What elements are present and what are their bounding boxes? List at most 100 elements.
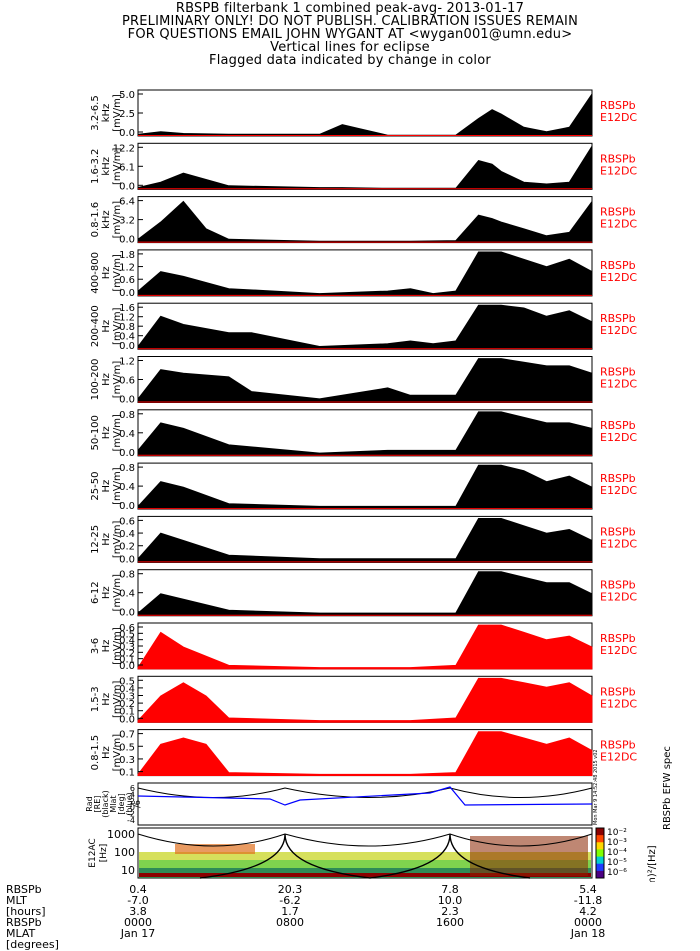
y-tick-label: 0.6 <box>119 376 135 387</box>
legend-label: E12DC <box>600 271 637 284</box>
filterbank-plot-stack: 5.02.50.03.2-6.5 kHz [mV/m] RBSPbE12DC12.26… <box>85 89 673 882</box>
footer-value <box>250 928 330 939</box>
y-axis-label: Hz <box>101 533 112 546</box>
series-fill <box>137 144 593 190</box>
colorbar-segment <box>596 828 604 836</box>
y-axis-label: 400-800 <box>90 252 101 294</box>
footer-row-label: [hours] <box>6 905 46 918</box>
y-tick-label: 0.0 <box>119 181 135 192</box>
y-axis-label: Hz <box>101 373 112 386</box>
y-tick-label: 0.2 <box>119 699 135 710</box>
y-axis-label: Hz <box>101 586 112 599</box>
footer-row-label: MLT <box>6 894 27 907</box>
y-tick-label: 1.2 <box>119 313 135 324</box>
footer-value: -11.8 <box>573 894 603 907</box>
y-axis-label: kHz <box>101 104 112 123</box>
y-axis-label: 0.8-1.6 <box>90 202 101 237</box>
plot-title: RBSPB filterbank 1 combined peak-avg- 20… <box>175 1 525 16</box>
y-tick-label: 1000 <box>107 828 135 841</box>
y-tick-label: 0.6 <box>119 275 135 286</box>
y-tick-label: 2 <box>130 797 135 806</box>
y-tick-label: 0.0 <box>119 288 135 299</box>
contact-line: FOR QUESTIONS EMAIL JOHN WYGANT AT <wyga… <box>127 27 573 42</box>
legend-label: E12DC <box>600 537 637 550</box>
y-axis-label: Hz <box>101 426 112 439</box>
y-tick-label: 0.4 <box>119 482 135 493</box>
y-axis-label: 1.5-3 <box>90 686 101 712</box>
y-tick-label: -4 <box>127 816 135 825</box>
series-fill <box>137 464 593 510</box>
footer-column: 7.8 10.0 2.3 1600 <box>410 884 490 939</box>
y-tick-label: 0 <box>130 803 135 812</box>
y-tick-label: 0.4 <box>119 429 135 440</box>
y-tick-label: 0.0 <box>119 448 135 459</box>
y-axis-label: Hz <box>101 480 112 493</box>
y-tick-label: 10 <box>121 864 135 877</box>
spectrogram-panel: 1000 100 10 E12AC [Hz] 10⁻²10⁻³10⁻⁴10⁻⁵10⁻⁶ (m… <box>88 746 673 882</box>
y-tick-label: 0.4 <box>119 332 135 343</box>
y-axis-label: [mV/m] <box>112 521 123 559</box>
legend-label: E12DC <box>600 644 637 657</box>
y-tick-label: 0.0 <box>119 608 135 619</box>
y-axis-label: Rad <box>85 796 94 811</box>
series-fill <box>137 677 593 723</box>
y-axis-label: Hz <box>101 693 112 706</box>
legend-label: E12DC <box>600 431 637 444</box>
y-tick-label: 1.8 <box>119 250 135 261</box>
y-axis-label: [deg] <box>117 793 126 814</box>
legend-label: RBSPb <box>600 419 636 432</box>
y-axis-label: Hz <box>101 267 112 280</box>
colorbar-tick-label: 10⁻⁵ <box>607 858 627 868</box>
legend-label: E12DC <box>600 591 637 604</box>
y-tick-label: 0.5 <box>119 742 135 753</box>
legend-label: E12DC <box>600 378 637 391</box>
y-axis-label: [mV/m] <box>112 734 123 772</box>
y-tick-label: 0.4 <box>119 636 135 647</box>
legend-label: RBSPb <box>600 99 636 112</box>
y-tick-label: 0.2 <box>119 542 135 553</box>
footer-value: -7.0 <box>127 894 149 907</box>
orbit-footer: RBSPb MLT [hours] RBSPb MLAT [degrees] 0.4 -7.… <box>0 882 700 950</box>
series-fill <box>137 518 593 563</box>
y-tick-label: 0.1 <box>119 768 135 779</box>
y-tick-label: 0.7 <box>119 730 135 741</box>
y-tick-label: 0.4 <box>119 529 135 540</box>
y-tick-label: 0.5 <box>119 629 135 640</box>
y-tick-label: 1.2 <box>119 263 135 274</box>
colorbar-segment <box>596 849 604 858</box>
footer-value: 2.3 <box>441 905 459 918</box>
y-axis-label: 200-400 <box>90 305 101 347</box>
y-axis-label: 100-200 <box>90 359 101 401</box>
legend-label: E12DC <box>600 218 637 231</box>
y-axis-label: [mV/m] <box>112 680 123 718</box>
legend-label: RBSPb <box>600 206 636 219</box>
y-tick-label: 2.5 <box>119 109 135 120</box>
y-axis-label: /6 <box>133 800 142 808</box>
y-axis-label: [mV/m] <box>112 574 123 612</box>
y-axis-label: Hz <box>101 640 112 653</box>
colorbar-segment <box>596 856 604 865</box>
footer-value: 0800 <box>276 916 304 929</box>
footer-value: 0.4 <box>129 883 147 896</box>
footer-row-label: RBSPb <box>6 916 42 929</box>
y-tick-label: 0.0 <box>119 128 135 139</box>
legend-label: RBSPb <box>600 685 636 698</box>
y-tick-label: 6 <box>130 784 135 793</box>
y-tick-label: 12.2 <box>113 143 135 154</box>
y-axis-label: E12AC <box>88 838 98 867</box>
y-tick-label: 1.2 <box>119 357 135 368</box>
y-tick-label: 0.0 <box>119 554 135 565</box>
colorbar-segment <box>596 835 604 843</box>
y-tick-label: 6.1 <box>119 162 135 173</box>
y-axis-label: 3-6 <box>90 638 101 654</box>
spec-overlay-curve <box>369 833 531 879</box>
legend-label: E12DC <box>600 484 637 497</box>
y-axis-label: [mV/m] <box>112 414 123 452</box>
y-tick-label: 0.6 <box>119 516 135 527</box>
y-axis-label: [mV/m] <box>112 361 123 399</box>
footer-value: 0000 <box>574 916 602 929</box>
y-tick-label: 3.2 <box>119 216 135 227</box>
